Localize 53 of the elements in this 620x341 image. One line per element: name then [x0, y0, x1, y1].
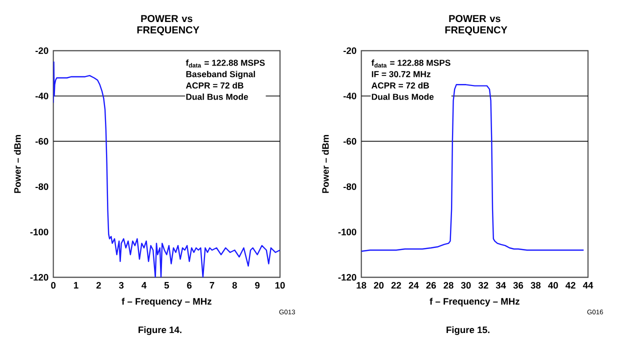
y-tick-label: -20 [343, 47, 356, 54]
y-tick-label: -40 [35, 92, 48, 100]
y-tick-label: -120 [30, 274, 48, 280]
x-tick-label: 20 [374, 282, 384, 288]
y-tick-label: -40 [343, 92, 356, 100]
x-tick-label: 26 [426, 282, 436, 288]
x-tick-label: 5 [164, 282, 170, 288]
annotation: ACPR = 72 dB [186, 82, 244, 88]
y-axis-title: Power – dBm [14, 134, 21, 193]
x-tick-label: 38 [530, 282, 541, 289]
annotation: Dual Bus Mode [186, 93, 248, 100]
annotation: ACPR = 72 dB [372, 82, 429, 88]
x-tick-label: 42 [566, 282, 576, 288]
y-tick-label: -100 [338, 228, 356, 236]
x-tick-label: 22 [391, 282, 402, 288]
y-axis-title: Power – dBm [322, 134, 329, 193]
x-axis-title: f – Frequency – MHz [122, 298, 212, 306]
x-tick-label: 44 [582, 282, 594, 288]
x-tick-label: 24 [408, 282, 419, 288]
x-tick-label: 0 [51, 282, 56, 288]
x-tick-label: 4 [142, 282, 147, 288]
annotation: f$_{data}$ = 122.88 MSPS [186, 59, 265, 68]
y-tick-label: -60 [343, 138, 356, 144]
y-tick-label: -80 [343, 183, 356, 190]
x-tick-label: 3 [118, 282, 124, 289]
y-tick-label: -20 [35, 47, 48, 54]
x-tick-label: 34 [496, 282, 506, 289]
y-tick-label: -60 [35, 138, 48, 144]
x-axis-title: f – Frequency – MHz [430, 298, 520, 306]
annotation: Baseband Signal [186, 70, 255, 79]
x-tick-label: 30 [460, 282, 471, 289]
y-tick-label: -80 [35, 183, 48, 190]
annotation: Dual Bus Mode [372, 93, 434, 100]
caption: Figure 15. [446, 326, 490, 335]
chart-title: POWER vs FREQUENCY [137, 14, 200, 36]
x-tick-label: 7 [210, 282, 214, 288]
y-tick-label: -100 [30, 228, 48, 236]
annotation: IF = 30.72 MHz [372, 70, 430, 78]
chart-title: POWER vs FREQUENCY [445, 14, 508, 36]
x-tick-label: 9 [255, 282, 260, 288]
x-tick-label: 28 [444, 282, 454, 288]
x-tick-label: 18 [356, 282, 366, 288]
x-tick-label: 36 [513, 282, 524, 289]
x-tick-label: 10 [275, 282, 285, 288]
x-tick-label: 6 [187, 282, 192, 288]
x-tick-label: 32 [478, 282, 488, 289]
caption: Figure 14. [138, 326, 182, 335]
x-tick-label: 40 [548, 282, 558, 288]
x-tick-label: 2 [96, 282, 101, 288]
y-tick-label: -120 [338, 274, 356, 280]
x-tick-label: 1 [74, 282, 78, 288]
annotation: f$_{data}$ = 122.88 MSPS [371, 59, 450, 68]
x-tick-label: 8 [232, 282, 237, 288]
